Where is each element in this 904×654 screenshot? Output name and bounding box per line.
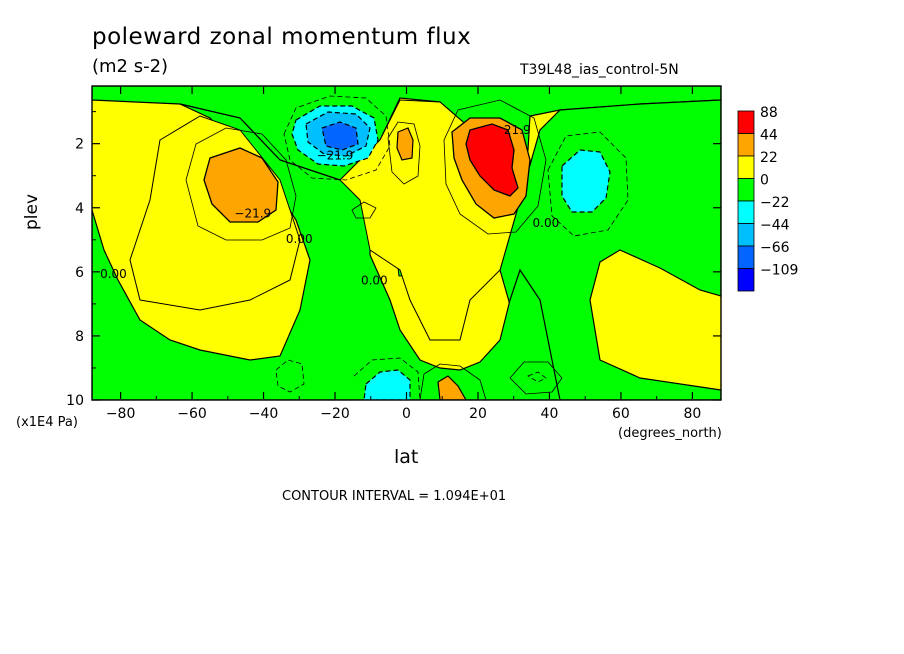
run-label: T39L48_ias_control-5N (520, 62, 679, 78)
contour-line-right (443, 99, 547, 235)
x-axis-units: (degrees_north) (618, 426, 722, 441)
legend-swatch (737, 245, 755, 269)
region-cyan-right (561, 149, 611, 213)
x-tick-label: 20 (469, 406, 487, 422)
x-tick-label: 40 (541, 406, 559, 422)
contour-line-small (351, 201, 377, 219)
region-cyan-bottom (363, 369, 411, 400)
contour-label: −21.9 (317, 149, 354, 163)
x-tick-label: −40 (249, 406, 279, 422)
x-axis-ticks: −80 −60 −40 −20 0 20 40 60 80 (106, 86, 701, 422)
contour-label: 0.00 (286, 232, 313, 246)
y-tick-label: 10 (66, 393, 84, 409)
contour-line-bottom-center (419, 363, 487, 400)
legend-swatch (737, 223, 755, 247)
y-axis-units: (x1E4 Pa) (16, 415, 78, 430)
x-tick-label: 60 (612, 406, 630, 422)
contour-dash-small (527, 371, 547, 383)
legend-swatch (737, 178, 755, 202)
contour-label: 0.00 (533, 216, 560, 230)
contour-line-center (387, 121, 421, 185)
legend-swatch (737, 200, 755, 224)
chart-units: (m2 s-2) (92, 56, 169, 77)
y-tick-label: 4 (75, 201, 84, 217)
y-tick-label: 2 (75, 137, 84, 153)
legend-label: 88 (760, 105, 778, 121)
contour-label: 21.9 (504, 123, 531, 137)
x-axis-label: lat (394, 446, 419, 468)
legend-label: 44 (760, 128, 778, 144)
legend-label: −66 (760, 240, 790, 256)
contour-label: 0.00 (100, 267, 127, 281)
x-tick-label: −20 (320, 406, 350, 422)
contour-field (92, 86, 721, 400)
contour-dash-bottom (353, 357, 421, 400)
legend-label: 0 (760, 173, 769, 189)
contour-label: 0.00 (361, 274, 388, 288)
contour-dash-upper (283, 95, 391, 181)
legend-swatch (737, 268, 755, 292)
y-tick-label: 8 (75, 329, 84, 345)
contour-line-bottom (509, 361, 563, 395)
colorbar-legend: 88 44 22 0 −22 −44 −66 −109 (737, 105, 798, 292)
contour-labels: −21.9 −21.9 0.00 0.00 0.00 21.9 0.00 (100, 123, 559, 288)
x-tick-label: 80 (683, 406, 701, 422)
region-orange-left (203, 147, 279, 223)
region-negative-left (92, 103, 561, 400)
x-tick-label: −60 (177, 406, 207, 422)
region-red (465, 123, 519, 197)
contour-dash-left (275, 359, 305, 393)
legend-label: −44 (760, 218, 790, 234)
contour-dash-right (547, 131, 629, 237)
legend-swatch (737, 110, 755, 134)
legend-label: −22 (760, 195, 790, 211)
x-tick-label: −80 (106, 406, 136, 422)
legend-label: 22 (760, 150, 778, 166)
region-orange-center (396, 127, 414, 161)
contour-label: −21.9 (234, 206, 271, 220)
plot-frame (91, 85, 722, 401)
region-orange-bottom (437, 375, 467, 400)
contour-interval: CONTOUR INTERVAL = 1.094E+01 (282, 489, 507, 504)
legend-swatch (737, 133, 755, 157)
contour-line-left (185, 127, 297, 241)
y-tick-label: 6 (75, 265, 84, 281)
x-tick-label: 0 (402, 406, 411, 422)
region-negative-right (499, 99, 721, 400)
legend-swatch (737, 155, 755, 179)
chart-title: poleward zonal momentum flux (92, 24, 472, 50)
region-deepblue-upper (321, 121, 359, 151)
legend-label: −109 (760, 263, 798, 279)
